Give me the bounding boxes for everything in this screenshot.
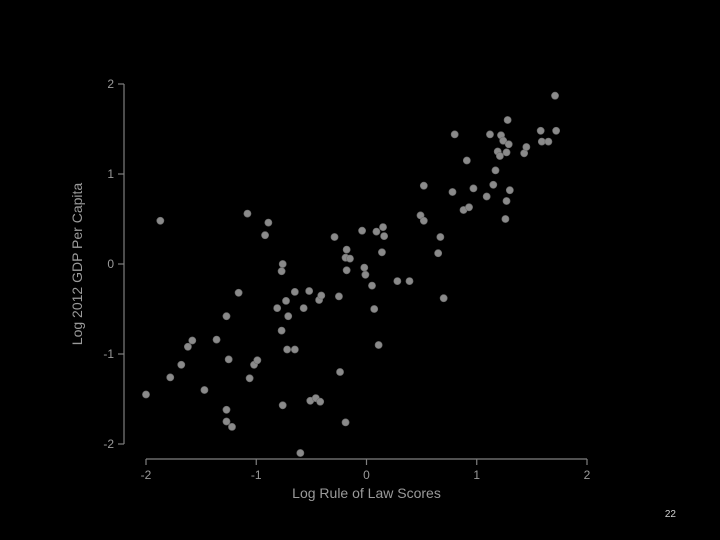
scatter-point bbox=[491, 166, 500, 175]
x-tick-label: 1 bbox=[473, 468, 480, 482]
scatter-point bbox=[462, 156, 471, 165]
scatter-point bbox=[234, 288, 243, 297]
scatter-point bbox=[277, 326, 286, 335]
scatter-point bbox=[261, 231, 269, 240]
scatter-point bbox=[278, 401, 287, 410]
scatter-point bbox=[419, 181, 428, 190]
scatter-point bbox=[245, 374, 254, 383]
scatter-point bbox=[436, 233, 445, 241]
scatter-point bbox=[277, 267, 286, 276]
scatter-point bbox=[183, 342, 192, 351]
scatter-point bbox=[305, 287, 314, 295]
scatter-point bbox=[166, 373, 175, 382]
scatter-point bbox=[505, 186, 514, 195]
scatter-point bbox=[296, 449, 305, 457]
scatter-point bbox=[264, 218, 273, 227]
scatter-point bbox=[499, 136, 508, 145]
scatter-point bbox=[504, 140, 513, 149]
chart-points bbox=[142, 91, 561, 457]
scatter-point bbox=[299, 304, 308, 312]
x-tick-label: 2 bbox=[584, 468, 591, 482]
scatter-point bbox=[228, 422, 236, 431]
scatter-point bbox=[552, 126, 561, 135]
scatter-point bbox=[378, 248, 386, 257]
scatter-point bbox=[273, 304, 282, 312]
slide-number: 22 bbox=[664, 509, 676, 520]
scatter-point bbox=[419, 216, 428, 225]
scatter-point bbox=[372, 227, 381, 236]
scatter-point bbox=[465, 203, 473, 212]
scatter-point bbox=[393, 277, 402, 285]
scatter-point bbox=[330, 233, 339, 241]
y-tick-label: 2 bbox=[107, 77, 114, 91]
y-tick-label: 0 bbox=[107, 257, 114, 271]
scatter-point bbox=[551, 91, 559, 100]
scatter-point bbox=[142, 390, 150, 399]
scatter-point bbox=[405, 277, 414, 285]
scatter-point bbox=[368, 281, 376, 290]
scatter-point bbox=[224, 355, 233, 364]
scatter-point bbox=[222, 312, 231, 321]
scatter-point bbox=[290, 345, 299, 354]
x-tick-label: -2 bbox=[141, 468, 152, 482]
chart-axes bbox=[123, 84, 587, 460]
scatter-point bbox=[370, 305, 379, 313]
scatter-point bbox=[316, 397, 325, 406]
scatter-point bbox=[346, 254, 354, 263]
y-tick-label: -2 bbox=[103, 437, 114, 451]
y-axis-title: Log 2012 GDP Per Capita bbox=[69, 183, 85, 346]
y-tick-label: -1 bbox=[103, 347, 114, 361]
scatter-point bbox=[212, 335, 221, 344]
scatter-point bbox=[450, 130, 459, 139]
scatter-point bbox=[282, 296, 290, 305]
scatter-point bbox=[502, 197, 511, 205]
scatter-point bbox=[360, 263, 369, 272]
y-tick-label: 1 bbox=[107, 167, 114, 181]
scatter-point bbox=[317, 291, 326, 300]
scatter-point bbox=[358, 226, 366, 235]
scatter-point bbox=[278, 260, 287, 268]
scatter-point bbox=[290, 287, 299, 296]
scatter-point bbox=[448, 188, 457, 196]
scatter-point bbox=[380, 232, 389, 240]
scatter-point bbox=[486, 130, 494, 139]
scatter-point bbox=[222, 405, 231, 414]
scatter-point bbox=[496, 152, 504, 160]
scatter-point bbox=[342, 266, 351, 275]
scatter-point bbox=[537, 137, 546, 146]
scatter-point bbox=[544, 137, 553, 146]
scatter-point bbox=[503, 116, 512, 124]
scatter-point bbox=[439, 294, 448, 303]
scatter-point bbox=[188, 336, 197, 345]
scatter-point bbox=[177, 360, 186, 369]
scatter-point bbox=[336, 368, 344, 376]
scatter-point bbox=[341, 418, 350, 427]
scatter-point bbox=[379, 223, 387, 231]
scatter-point bbox=[284, 312, 293, 321]
chart-ticks: -2 -1 0 1 2 -2 -1 0 1 2 bbox=[103, 77, 590, 482]
x-axis-title: Log Rule of Law Scores bbox=[292, 485, 441, 501]
scatter-point bbox=[335, 292, 343, 301]
scatter-point bbox=[156, 216, 165, 225]
scatter-point bbox=[200, 386, 209, 394]
scatter-point bbox=[283, 345, 292, 354]
scatter-point bbox=[243, 209, 252, 218]
x-tick-label: -1 bbox=[251, 468, 262, 482]
scatter-point bbox=[489, 180, 498, 189]
scatter-point bbox=[361, 270, 370, 279]
scatter-point bbox=[469, 184, 478, 193]
scatter-point bbox=[536, 126, 545, 135]
scatter-point bbox=[253, 356, 262, 365]
scatter-point bbox=[434, 249, 443, 258]
scatter-point bbox=[222, 417, 231, 426]
scatter-point bbox=[501, 215, 510, 223]
scatter-point bbox=[342, 245, 351, 254]
scatter-point bbox=[522, 143, 531, 151]
x-tick-label: 0 bbox=[363, 468, 370, 482]
scatter-point bbox=[482, 192, 491, 201]
scatter-point bbox=[374, 341, 383, 349]
scatter-point bbox=[502, 148, 511, 157]
